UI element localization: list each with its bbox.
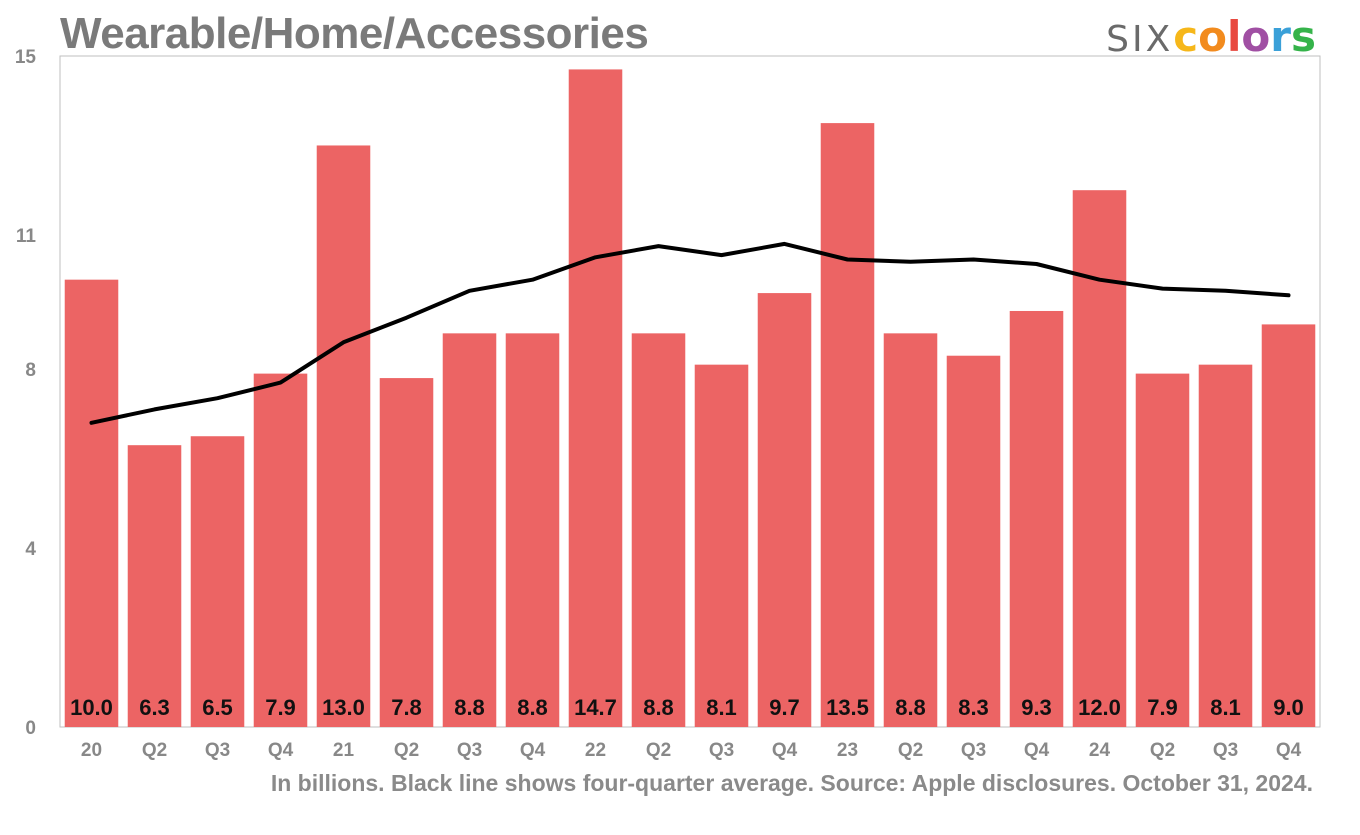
x-tick-label: Q4 <box>1276 740 1302 761</box>
x-tick-label: Q2 <box>1150 740 1175 761</box>
bar-data-label: 7.8 <box>391 695 422 720</box>
bar <box>883 333 938 727</box>
logo-letter: o <box>1241 12 1271 61</box>
bar-data-label: 7.9 <box>265 695 296 720</box>
bar-data-label: 6.3 <box>139 695 170 720</box>
bar <box>379 378 434 727</box>
bar-data-label: 9.3 <box>1021 695 1052 720</box>
logo-letter: l <box>1227 12 1242 61</box>
x-tick-label: 20 <box>81 740 102 761</box>
bar-data-label: 13.0 <box>322 695 365 720</box>
bar <box>316 145 371 727</box>
bar <box>631 333 686 727</box>
logo-six: SIX <box>1106 19 1174 60</box>
y-tick-label: 4 <box>25 539 36 560</box>
bar-data-label: 9.7 <box>769 695 800 720</box>
sixcolors-logo: SIXcolors <box>1106 12 1316 65</box>
x-tick-label: 24 <box>1089 740 1111 761</box>
x-tick-label: Q4 <box>1024 740 1050 761</box>
y-tick-label: 8 <box>25 360 36 381</box>
bar <box>568 69 623 728</box>
bar-data-label: 8.3 <box>958 695 989 720</box>
x-tick-label: 21 <box>333 740 355 761</box>
bar <box>64 279 119 727</box>
x-tick-label: Q3 <box>709 740 734 761</box>
bar <box>1009 310 1064 727</box>
bar-data-label: 8.8 <box>895 695 926 720</box>
logo-letter: s <box>1291 12 1316 61</box>
bar-data-label: 14.7 <box>574 695 617 720</box>
x-tick-label: Q3 <box>205 740 230 761</box>
bar <box>253 373 308 727</box>
logo-letter: c <box>1173 12 1199 61</box>
x-tick-label: 23 <box>837 740 858 761</box>
x-tick-label: Q4 <box>772 740 798 761</box>
bar <box>757 293 812 727</box>
bar <box>694 364 749 727</box>
bar <box>505 333 560 727</box>
x-tick-label: 22 <box>585 740 606 761</box>
x-tick-label: Q2 <box>646 740 671 761</box>
y-tick-label: 0 <box>25 718 36 739</box>
bar <box>442 333 497 727</box>
bar-data-label: 7.9 <box>1147 695 1178 720</box>
bar <box>127 445 182 727</box>
x-tick-label: Q3 <box>1213 740 1238 761</box>
bar <box>1198 364 1253 727</box>
bar-data-label: 12.0 <box>1078 695 1121 720</box>
bar <box>190 436 245 727</box>
four-quarter-average-line <box>89 241 1291 425</box>
bar-data-label: 8.1 <box>1210 695 1241 720</box>
x-tick-label: Q3 <box>961 740 986 761</box>
logo-letter: r <box>1270 12 1291 61</box>
x-tick-label: Q2 <box>142 740 167 761</box>
bar-data-label: 8.8 <box>643 695 674 720</box>
y-tick-label: 11 <box>16 226 37 247</box>
bar <box>1072 190 1127 727</box>
bar-data-label: 10.0 <box>70 695 113 720</box>
bar-data-label: 8.8 <box>454 695 485 720</box>
x-tick-label: Q4 <box>268 740 294 761</box>
x-tick-label: Q2 <box>394 740 419 761</box>
bar-data-label: 13.5 <box>826 695 869 720</box>
bar-data-label: 8.1 <box>706 695 737 720</box>
plot-frame <box>59 55 1321 728</box>
x-tick-label: Q3 <box>457 740 482 761</box>
bar <box>946 355 1001 727</box>
chart-footnote: In billions. Black line shows four-quart… <box>270 770 1313 796</box>
bar-data-label: 9.0 <box>1273 695 1304 720</box>
x-tick-label: Q4 <box>520 740 546 761</box>
bar <box>1135 373 1190 727</box>
logo-letter: o <box>1198 12 1228 61</box>
chart-title: Wearable/Home/Accessories <box>60 9 649 58</box>
bar-data-label: 8.8 <box>517 695 548 720</box>
x-tick-label: Q2 <box>898 740 923 761</box>
logo-colors: colors <box>1173 12 1316 61</box>
y-tick-label: 15 <box>15 47 37 68</box>
bar-data-label: 6.5 <box>202 695 233 720</box>
bar <box>820 123 875 728</box>
bar <box>1261 324 1316 727</box>
